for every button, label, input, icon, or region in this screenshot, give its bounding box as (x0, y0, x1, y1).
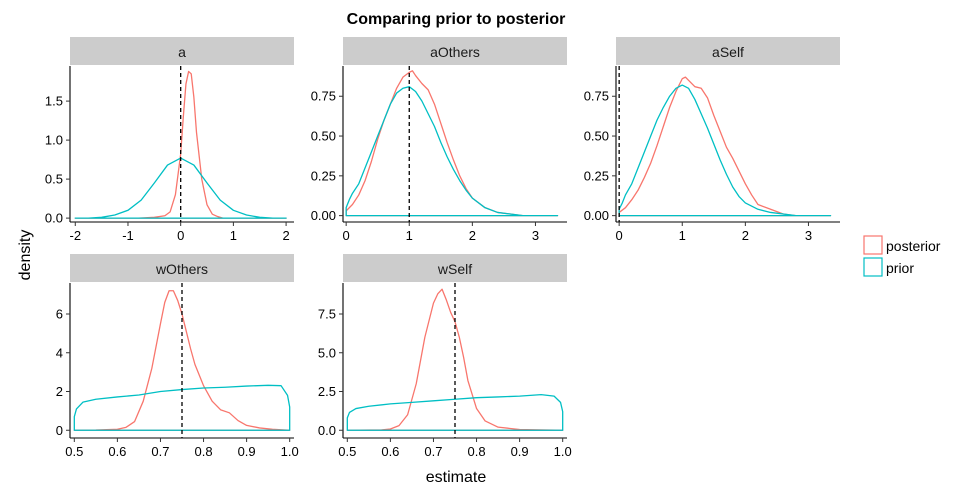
x-tick-label-aOthers: 1 (406, 228, 413, 243)
density-line-prior-aSelf (618, 84, 832, 217)
strip-a (70, 37, 294, 65)
strip-label-wSelf: wSelf (437, 261, 472, 277)
x-tick-label-wOthers: 0.9 (238, 444, 256, 459)
x-tick-label-wOthers: 0.8 (194, 444, 212, 459)
x-tick-label-wSelf: 0.6 (381, 444, 399, 459)
x-tick-label-wSelf: 0.8 (467, 444, 485, 459)
x-tick-label-aOthers: 3 (532, 228, 539, 243)
x-tick-label-wSelf: 0.7 (424, 444, 442, 459)
x-tick-label-a: -2 (69, 228, 81, 243)
strip-label-wOthers: wOthers (155, 261, 208, 277)
x-tick-label-aSelf: 1 (679, 228, 686, 243)
density-line-prior-aOthers (345, 86, 559, 217)
y-tick-label-aSelf: 0.50 (584, 129, 609, 144)
strip-aOthers (343, 37, 567, 65)
strip-label-a: a (178, 44, 186, 60)
x-tick-label-wSelf: 1.0 (554, 444, 572, 459)
strip-label-aOthers: aOthers (430, 44, 480, 60)
density-line-prior-wSelf (346, 393, 564, 431)
y-tick-label-aOthers: 0.50 (311, 129, 336, 144)
panel-aOthers: aOthers 0 1 2 3 0.00 0.25 0.50 0.75 (311, 37, 567, 243)
y-tick-label-a: 1.0 (45, 133, 63, 148)
x-tick-label-aSelf: 2 (742, 228, 749, 243)
y-tick-label-aOthers: 0.25 (311, 168, 336, 183)
y-tick-label-wOthers: 6 (56, 307, 63, 322)
x-tick-label-aOthers: 0 (343, 228, 350, 243)
x-tick-label-aSelf: 3 (805, 228, 812, 243)
strip-label-aSelf: aSelf (712, 44, 744, 60)
y-tick-label-wOthers: 0 (56, 423, 63, 438)
panel-aSelf: aSelf 0 1 2 3 0.00 0.25 0.50 0.75 (584, 37, 840, 243)
x-tick-label-wOthers: 0.7 (151, 444, 169, 459)
panel-wOthers: wOthers 0.5 0.6 0.7 0.8 0.9 1.0 0 2 4 6 (56, 254, 299, 459)
density-line-posterior-aOthers (345, 70, 559, 217)
density-line-prior-a (74, 157, 287, 219)
density-line-prior-wOthers (73, 384, 291, 431)
y-tick-label-aSelf: 0.25 (584, 168, 609, 183)
x-axis-title: estimate (426, 469, 487, 486)
chart-title: Comparing prior to posterior (347, 11, 566, 28)
x-tick-label-wSelf: 0.9 (511, 444, 529, 459)
legend-key-prior (863, 257, 883, 277)
x-tick-label-aSelf: 0 (616, 228, 623, 243)
y-tick-label-a: 1.5 (45, 94, 63, 109)
legend: posterior prior (863, 235, 941, 277)
y-tick-label-aOthers: 0.75 (311, 89, 336, 104)
strip-aSelf (616, 37, 840, 65)
density-line-posterior-wSelf (346, 288, 564, 431)
density-line-posterior-aSelf (618, 76, 832, 217)
x-tick-label-wOthers: 1.0 (281, 444, 299, 459)
y-tick-label-a: 0.0 (45, 211, 63, 226)
y-tick-label-wOthers: 4 (56, 345, 63, 360)
strip-wSelf (343, 254, 567, 282)
x-tick-label-aOthers: 2 (469, 228, 476, 243)
density-line-posterior-wOthers (73, 290, 291, 431)
x-tick-label-wOthers: 0.6 (108, 444, 126, 459)
y-tick-label-a: 0.5 (45, 172, 63, 187)
y-tick-label-wOthers: 2 (56, 384, 63, 399)
y-tick-label-aSelf: 0.75 (584, 89, 609, 104)
y-tick-label-wSelf: 5.0 (318, 345, 336, 360)
legend-label-posterior: posterior (886, 238, 941, 254)
x-tick-label-wOthers: 0.5 (65, 444, 83, 459)
x-tick-label-a: 1 (230, 228, 237, 243)
x-tick-label-a: 2 (282, 228, 289, 243)
strip-wOthers (70, 254, 294, 282)
y-tick-label-aSelf: 0.00 (584, 208, 609, 223)
y-tick-label-wSelf: 0.0 (318, 423, 336, 438)
y-tick-label-wSelf: 2.5 (318, 384, 336, 399)
y-tick-label-wSelf: 7.5 (318, 307, 336, 322)
panel-wSelf: wSelf 0.5 0.6 0.7 0.8 0.9 1.0 0.0 2.5 5.0 7.5 (318, 254, 572, 459)
panel-a: a -2 -1 0 1 2 0.0 0.5 1.0 1.5 (45, 37, 294, 243)
legend-label-prior: prior (886, 260, 914, 276)
x-tick-label-a: -1 (122, 228, 134, 243)
y-axis-title: density (17, 230, 34, 281)
x-tick-label-a: 0 (177, 228, 184, 243)
y-tick-label-aOthers: 0.00 (311, 208, 336, 223)
x-tick-label-wSelf: 0.5 (338, 444, 356, 459)
legend-key-posterior (863, 235, 883, 255)
